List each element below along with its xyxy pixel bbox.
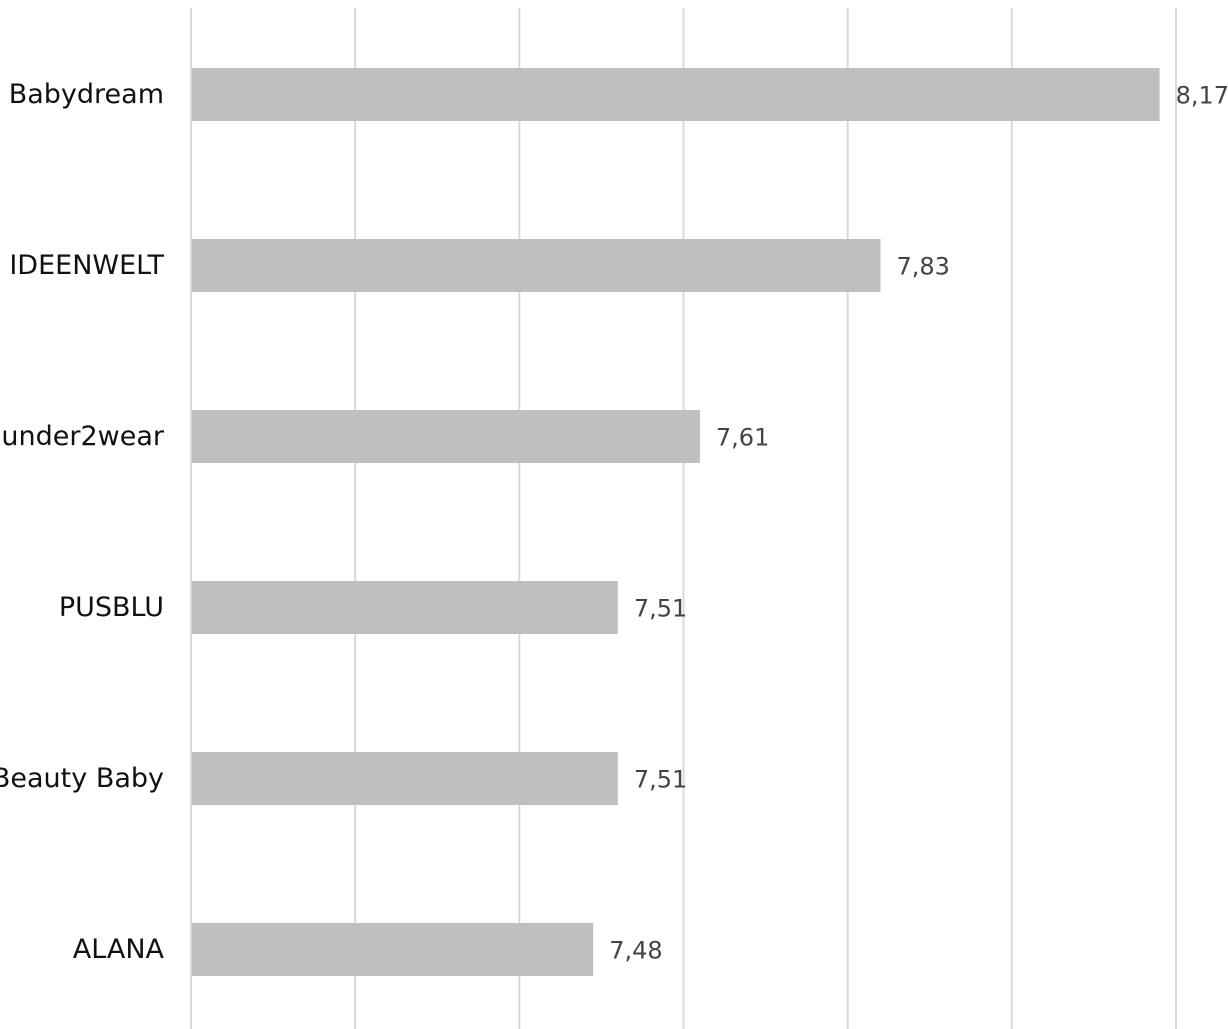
- value-label: 7,51: [634, 766, 687, 794]
- value-label: 7,83: [897, 253, 950, 281]
- category-labels: Babydream IDEENWELT under2wear PUSBLU Beauty…: [0, 79, 165, 965]
- value-labels: 8,17 7,83 7,61 7,51 7,51 7,48: [609, 82, 1228, 965]
- value-label: 8,17: [1176, 82, 1228, 110]
- bar: [192, 410, 700, 463]
- category-label: under2wear: [1, 421, 164, 452]
- bars: [192, 68, 1160, 976]
- bar: [192, 239, 881, 292]
- category-label: ALANA: [73, 934, 165, 965]
- category-label: PUSBLU: [59, 592, 164, 623]
- value-label: 7,61: [716, 424, 769, 452]
- category-label: Babydream: [9, 79, 164, 110]
- bar: [192, 581, 618, 634]
- value-label: 7,51: [634, 595, 687, 623]
- value-label: 7,48: [609, 937, 662, 965]
- bar: [192, 923, 594, 976]
- category-label: IDEENWELT: [9, 250, 164, 281]
- gridlines: [190, 8, 1177, 1029]
- category-label: Beauty Baby: [0, 763, 164, 794]
- bar: [192, 752, 618, 805]
- bar: [192, 68, 1160, 121]
